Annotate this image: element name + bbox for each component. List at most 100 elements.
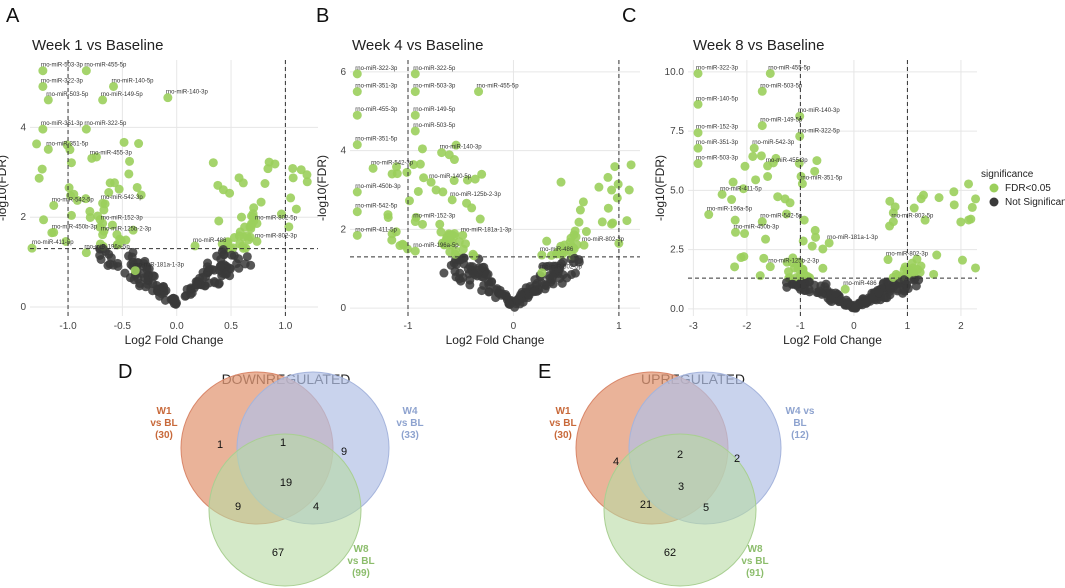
point-significant xyxy=(888,217,898,227)
gene-label: rno-miR-455-3p xyxy=(355,107,398,113)
y-tick-label: 6 xyxy=(340,67,346,78)
point-not-significant xyxy=(544,271,554,281)
point-significant xyxy=(781,209,791,219)
point-significant xyxy=(249,203,259,213)
point-significant xyxy=(368,163,378,173)
gene-label: rno-miR-181a-1-3p xyxy=(827,235,878,241)
point-significant xyxy=(410,87,420,97)
point-not-significant xyxy=(516,290,526,300)
point-significant xyxy=(256,197,266,207)
point-significant xyxy=(603,172,613,182)
point-significant xyxy=(579,240,589,250)
point-significant xyxy=(352,187,362,197)
y-tick-label: 4 xyxy=(340,146,346,157)
point-significant xyxy=(542,236,552,246)
point-significant xyxy=(39,215,49,225)
point-not-significant xyxy=(504,299,514,309)
point-significant xyxy=(87,153,97,163)
point-significant xyxy=(81,248,91,258)
count-all: 19 xyxy=(280,477,292,489)
point-significant xyxy=(967,202,977,212)
point-not-significant xyxy=(899,275,909,285)
point-not-significant xyxy=(458,273,468,283)
point-significant xyxy=(556,177,566,187)
point-not-significant xyxy=(865,294,875,304)
point-significant xyxy=(740,161,750,171)
panel-label-e: E xyxy=(538,361,551,383)
gene-label: rno-miR-503-3p xyxy=(696,156,739,162)
gene-label: rno-miR-181a-1-3p xyxy=(461,227,512,233)
y-tick-label: 2 xyxy=(340,224,346,235)
point-significant xyxy=(263,164,273,174)
gene-label: rno-miR-140-5p xyxy=(696,96,739,102)
point-significant xyxy=(410,217,420,227)
count-w8-only: 67 xyxy=(272,547,284,559)
point-not-significant xyxy=(465,262,475,272)
point-significant xyxy=(125,156,135,166)
point-significant xyxy=(918,190,928,200)
point-significant xyxy=(34,173,44,183)
point-significant xyxy=(81,194,91,204)
point-significant xyxy=(415,159,425,169)
point-significant xyxy=(449,176,459,186)
gene-label: rno-miR-542-3p xyxy=(101,195,144,201)
point-not-significant xyxy=(914,275,924,285)
point-significant xyxy=(260,178,270,188)
panel-label-c: C xyxy=(622,5,636,27)
point-significant xyxy=(693,159,703,169)
point-significant xyxy=(575,205,585,215)
point-significant xyxy=(66,210,76,220)
point-significant xyxy=(840,284,850,294)
point-significant xyxy=(431,185,441,195)
point-significant xyxy=(252,236,262,246)
point-significant xyxy=(392,162,402,172)
point-significant xyxy=(458,230,468,240)
point-significant xyxy=(234,231,244,241)
point-significant xyxy=(302,177,312,187)
point-significant xyxy=(105,178,115,188)
chart-title: Week 1 vs Baseline xyxy=(32,37,163,54)
panel-label-b: B xyxy=(316,5,329,27)
point-significant xyxy=(757,86,767,96)
point-significant xyxy=(352,110,362,120)
legend-item-not-significant: Not Significant xyxy=(1005,197,1065,208)
point-significant xyxy=(410,246,420,256)
point-significant xyxy=(964,179,974,189)
gene-label: rno-miR-322-3p xyxy=(696,65,739,71)
y-tick-label: 0 xyxy=(340,303,346,314)
point-significant xyxy=(402,167,412,177)
point-significant xyxy=(568,243,578,253)
point-significant xyxy=(824,238,834,248)
point-significant xyxy=(730,215,740,225)
gene-label: rno-miR-503-5p xyxy=(760,83,803,89)
point-significant xyxy=(81,66,91,76)
count-w1-w4: 2 xyxy=(677,449,683,461)
point-significant xyxy=(571,232,581,242)
point-significant xyxy=(116,235,126,245)
count-w4-only: 2 xyxy=(734,453,740,465)
point-significant xyxy=(807,241,817,251)
point-not-significant xyxy=(182,284,192,294)
point-significant xyxy=(93,211,103,221)
set-label-w1: (30) xyxy=(554,430,572,441)
point-significant xyxy=(818,244,828,254)
point-not-significant xyxy=(797,279,807,289)
point-significant xyxy=(119,137,129,147)
point-significant xyxy=(391,227,401,237)
point-significant xyxy=(419,173,429,183)
point-significant xyxy=(98,198,108,208)
point-significant xyxy=(64,183,74,193)
gene-label: rno-miR-322-3p xyxy=(355,66,398,72)
point-significant xyxy=(765,262,775,272)
volcano-plot-week1: Week 1 vs Baseline -1.0 -0.5 0.0 0.5 1.0 0 2 4 L… xyxy=(0,37,318,347)
point-significant xyxy=(132,182,142,192)
point-significant xyxy=(810,225,820,235)
point-significant xyxy=(38,81,48,91)
point-significant xyxy=(435,219,445,229)
x-axis-label: Log2 Fold Change xyxy=(446,333,545,347)
gene-label: rno-miR-196a-5p xyxy=(84,245,130,251)
gene-label: rno-miR-149-5p xyxy=(413,107,456,113)
point-significant xyxy=(717,189,727,199)
count-w1-w8: 9 xyxy=(235,501,241,513)
point-significant xyxy=(964,215,974,225)
